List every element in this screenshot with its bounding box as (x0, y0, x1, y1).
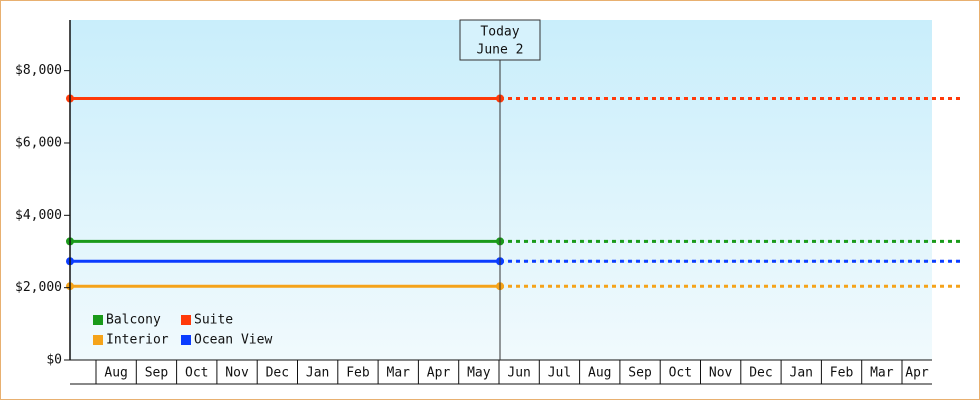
today-date: June 2 (477, 43, 524, 58)
x-tick-label: Oct (185, 366, 208, 381)
x-tick-label: Jan (790, 366, 813, 381)
plot-area (70, 20, 932, 360)
y-tick-label: $4,000 (15, 208, 62, 223)
y-tick-label: $0 (46, 353, 62, 368)
x-tick-label: Jul (548, 366, 571, 381)
x-tick-label: Oct (669, 366, 692, 381)
y-tick-label: $6,000 (15, 135, 62, 150)
legend-label: Interior (106, 333, 169, 348)
legend-label: Ocean View (194, 333, 272, 348)
x-tick-label: Feb (830, 366, 854, 381)
legend-label: Balcony (106, 313, 161, 328)
today-box (459, 19, 541, 61)
legend-swatch (93, 315, 103, 325)
y-tick-label: $8,000 (15, 63, 62, 78)
x-tick-label: Mar (387, 366, 411, 381)
x-tick-label: Nov (709, 366, 733, 381)
legend-swatch (93, 335, 103, 345)
x-tick-label: Aug (104, 366, 127, 381)
x-tick-label: Apr (427, 366, 451, 381)
legend-swatch (181, 335, 191, 345)
legend-label: Suite (194, 313, 233, 328)
x-tick-label: Jun (507, 366, 530, 381)
y-tick-label: $2,000 (15, 280, 62, 295)
x-tick-label: Jan (306, 366, 329, 381)
x-tick-label: Dec (266, 366, 289, 381)
x-tick-label: Apr (905, 366, 929, 381)
x-tick-label: May (467, 366, 491, 381)
x-tick-label: Mar (870, 366, 894, 381)
x-tick-label: Aug (588, 366, 611, 381)
x-tick-label: Sep (145, 366, 169, 381)
today-label: Today (480, 25, 519, 40)
x-tick-label: Dec (749, 366, 772, 381)
x-tick-label: Sep (628, 366, 652, 381)
x-tick-label: Nov (225, 366, 249, 381)
legend-swatch (181, 315, 191, 325)
x-tick-label: Feb (346, 366, 370, 381)
